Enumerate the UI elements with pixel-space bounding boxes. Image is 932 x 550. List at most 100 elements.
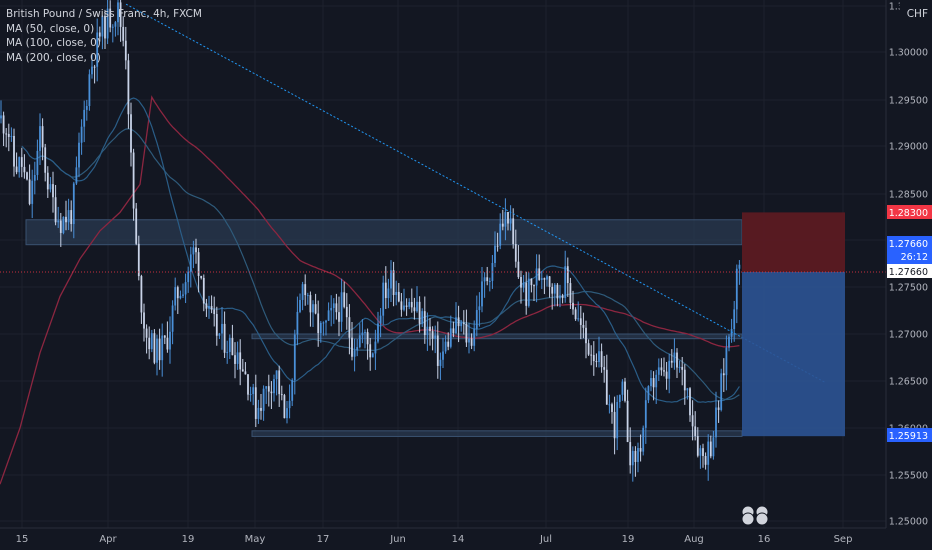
candle-body [572, 302, 574, 310]
ma-200-legend[interactable]: MA (200, close, 0) [6, 51, 101, 64]
candle-body [696, 436, 699, 456]
candle-body [189, 254, 192, 272]
candle-body [283, 395, 286, 419]
candle-body [130, 114, 132, 153]
target-zone [742, 271, 845, 437]
symbol-title[interactable]: British Pound / Swiss Franc, 4h, FXCM [6, 8, 202, 20]
candle-body [33, 174, 36, 181]
candle-body [26, 172, 28, 180]
candle-body [54, 197, 57, 223]
time-tick-label: Aug [684, 534, 704, 545]
candle-body [436, 335, 439, 366]
price-tick-label: 1.25500 [889, 471, 928, 482]
candle-body [379, 315, 382, 324]
candle-body [442, 351, 444, 360]
stop-zone [742, 212, 845, 272]
candle-body [140, 276, 143, 313]
price-tags: CHF 1.28300 1.27660 26:12 1.27660 1.2591… [887, 1, 932, 442]
chart-legend: British Pound / Swiss Franc, 4h, FXCM MA… [6, 7, 202, 65]
candle-body [215, 314, 218, 336]
candle-body [384, 282, 387, 299]
candle-body [382, 282, 385, 316]
candle-body [561, 295, 564, 299]
candle-body [254, 387, 257, 419]
candle-body [704, 455, 707, 465]
candle-body [119, 2, 122, 27]
ma-50-legend[interactable]: MA (50, close, 0) [6, 22, 95, 35]
current-price-tag [887, 236, 932, 264]
candle-body [330, 307, 333, 311]
candle-body [117, 2, 119, 23]
candle-body [169, 331, 171, 350]
ma-50-line [21, 97, 740, 403]
candle-body [434, 335, 437, 339]
candle-body [574, 309, 577, 320]
candle-body [197, 252, 200, 276]
candle-body [236, 352, 239, 364]
candle-body [556, 284, 559, 299]
candle-body [712, 437, 715, 457]
candle-body [457, 317, 460, 327]
candle-body [418, 301, 421, 324]
candle-body [483, 277, 486, 282]
sr-zone [25, 219, 743, 246]
time-tick-label: 14 [452, 534, 465, 545]
candle-body [447, 341, 450, 347]
time-axis[interactable]: 15 Apr 19 May 17 Jun 14 Jul 19 Aug 16 Sep [0, 527, 932, 550]
candle-body [481, 281, 483, 307]
candle-body [49, 184, 52, 190]
candle-body [387, 288, 390, 299]
candle-body [717, 407, 720, 410]
candle-body [416, 301, 418, 312]
candle-body [512, 218, 515, 245]
candle-body [179, 295, 182, 299]
candle-body [228, 337, 231, 352]
candle-body [678, 366, 681, 368]
candle-body [577, 318, 580, 320]
candle-body [725, 347, 728, 376]
short-position-tool[interactable] [0, 212, 886, 437]
time-tick-label: 17 [317, 534, 330, 545]
candle-body [239, 352, 242, 370]
candle-body [624, 381, 626, 401]
ma-50-path [21, 97, 740, 403]
candle-body [10, 135, 13, 137]
trendline[interactable] [125, 3, 827, 384]
event-badge [741, 512, 755, 526]
candle-body [260, 407, 262, 411]
candle-body [728, 336, 730, 348]
candle-body [676, 352, 678, 368]
candle-body [124, 40, 127, 61]
candle-body [540, 278, 543, 280]
candle-body [668, 360, 671, 379]
time-tick-label: Apr [99, 534, 117, 545]
candle-body [67, 210, 70, 223]
event-badges[interactable] [741, 505, 769, 526]
candle-body [486, 277, 489, 282]
ma-100-legend[interactable]: MA (100, close, 0) [6, 37, 101, 49]
candle-body [296, 311, 299, 335]
candle-body [644, 400, 647, 428]
candle-body [403, 305, 405, 310]
candle-body [374, 341, 377, 354]
time-tick-label: 15 [16, 534, 29, 545]
candle-body [104, 16, 106, 39]
candle-body [332, 303, 335, 308]
candle-body [366, 332, 369, 345]
candle-body [304, 284, 307, 296]
time-tick-label: Jun [389, 534, 406, 545]
candle-body [444, 341, 447, 352]
time-tick-label: 19 [182, 534, 195, 545]
candle-body [343, 292, 346, 307]
candle-body [421, 311, 424, 324]
candle-body [132, 152, 135, 209]
candle-body [673, 352, 676, 363]
candle-body [660, 367, 663, 371]
candle-body [548, 276, 551, 287]
candle-body [325, 320, 327, 323]
candle-body [41, 126, 44, 148]
candle-body [533, 285, 535, 287]
candle-body [473, 328, 476, 346]
candle-body [174, 287, 177, 306]
